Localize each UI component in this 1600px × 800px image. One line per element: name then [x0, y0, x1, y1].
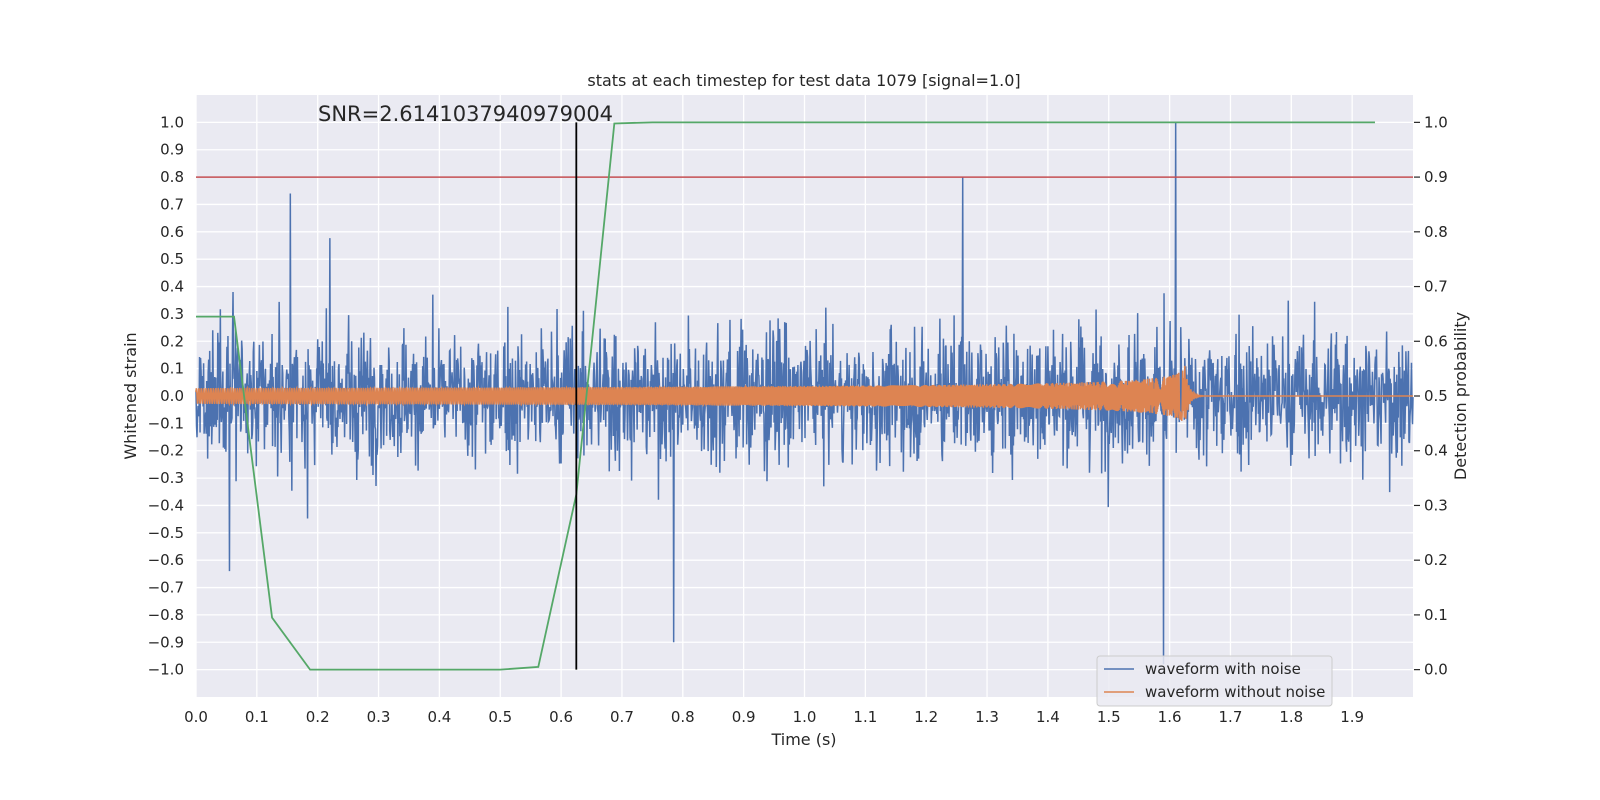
legend-box: [1096, 655, 1333, 707]
y-left-tick-label: 0.1: [160, 360, 184, 378]
y-left-tick-label: −0.7: [148, 579, 184, 597]
x-tick-label: 1.9: [1340, 708, 1364, 726]
y-right-tick-label: 0.1: [1424, 606, 1448, 624]
y-left-tick-label: 0.8: [160, 168, 184, 186]
x-tick-label: 1.2: [914, 708, 938, 726]
y-left-tick-label: −0.6: [148, 551, 184, 569]
y-right-tick-label: 0.3: [1424, 496, 1448, 514]
y-left-tick-label: −0.8: [148, 606, 184, 624]
x-tick-label: 1.0: [793, 708, 817, 726]
y-axis-label-right: Detection probability: [1451, 312, 1470, 480]
x-tick-label: 0.4: [427, 708, 451, 726]
y-axis-label-left: Whitened strain: [121, 332, 140, 459]
axes: 0.0 0.1 0.2 0.3 0.4 0.5 0.6 0.7 0.8 0.9 1.0 1.1 1.2 1…: [148, 113, 1448, 726]
y-left-tick-label: 0.0: [160, 387, 184, 405]
y-left-tick-label: −0.9: [148, 633, 184, 651]
x-tick-label: 1.7: [1219, 708, 1243, 726]
y-left-tick-label: −0.1: [148, 414, 184, 432]
y-left-tick-label: 0.3: [160, 305, 184, 323]
y-left-tick-label: −0.3: [148, 469, 184, 487]
x-tick-label: 0.5: [488, 708, 512, 726]
data-layer: [195, 121, 1414, 671]
x-tick-label: 0.9: [732, 708, 756, 726]
x-axis-label: Time (s): [770, 730, 836, 749]
y-right-tick-label: 0.6: [1424, 332, 1448, 350]
y-left-tick-label: 0.5: [160, 250, 184, 268]
x-tick-label: 1.5: [1097, 708, 1121, 726]
x-tick-label: 1.6: [1158, 708, 1182, 726]
y-left-tick-label: 0.4: [160, 278, 184, 296]
y-left-tick-label: 0.9: [160, 141, 184, 159]
series-waveform-with-noise: [195, 122, 1414, 665]
y-right-tick-label: 0.7: [1424, 278, 1448, 296]
y-left-tick-label: 1.0: [160, 113, 184, 131]
y-left-tick-label: 0.2: [160, 332, 184, 350]
x-tick-label: 1.4: [1036, 708, 1060, 726]
x-tick-label: 0.8: [671, 708, 695, 726]
x-tick-label: 1.8: [1279, 708, 1303, 726]
x-tick-label: 0.1: [245, 708, 269, 726]
y-left-tick-label: 0.6: [160, 223, 184, 241]
y-left-tick-label: 0.7: [160, 195, 184, 213]
x-tick-label: 0.3: [367, 708, 391, 726]
y-right-tick-label: 0.5: [1424, 387, 1448, 405]
y-right-tick-label: 0.4: [1424, 442, 1448, 460]
y-right-tick-label: 0.9: [1424, 168, 1448, 186]
series-waveform-without-noise: [195, 365, 1413, 421]
chart-title: stats at each timestep for test data 107…: [587, 71, 1020, 90]
x-tick-label: 1.3: [975, 708, 999, 726]
y-left-tick-label: −0.4: [148, 496, 184, 514]
series-detection-probability: [196, 121, 1375, 671]
y-left-tick-label: −0.2: [148, 442, 184, 460]
legend-label-noisy: waveform with noise: [1145, 660, 1301, 678]
y-right-tick-label: 0.8: [1424, 223, 1448, 241]
y-right-tick-label: 0.0: [1424, 661, 1448, 679]
y-right-tick-label: 1.0: [1424, 113, 1448, 131]
x-tick-label: 0.6: [549, 708, 573, 726]
snr-annotation: SNR=2.6141037940979004: [318, 102, 613, 126]
x-tick-label: 1.1: [853, 708, 877, 726]
y-left-tick-label: −1.0: [148, 661, 184, 679]
legend: waveform with noise waveform without noi…: [1096, 655, 1333, 707]
y-left-tick-label: −0.5: [148, 524, 184, 542]
y-right-tick-label: 0.2: [1424, 551, 1448, 569]
x-tick-label: 0.7: [610, 708, 634, 726]
x-tick-label: 0.0: [184, 708, 208, 726]
legend-label-clean: waveform without noise: [1145, 683, 1325, 701]
x-tick-label: 0.2: [306, 708, 330, 726]
